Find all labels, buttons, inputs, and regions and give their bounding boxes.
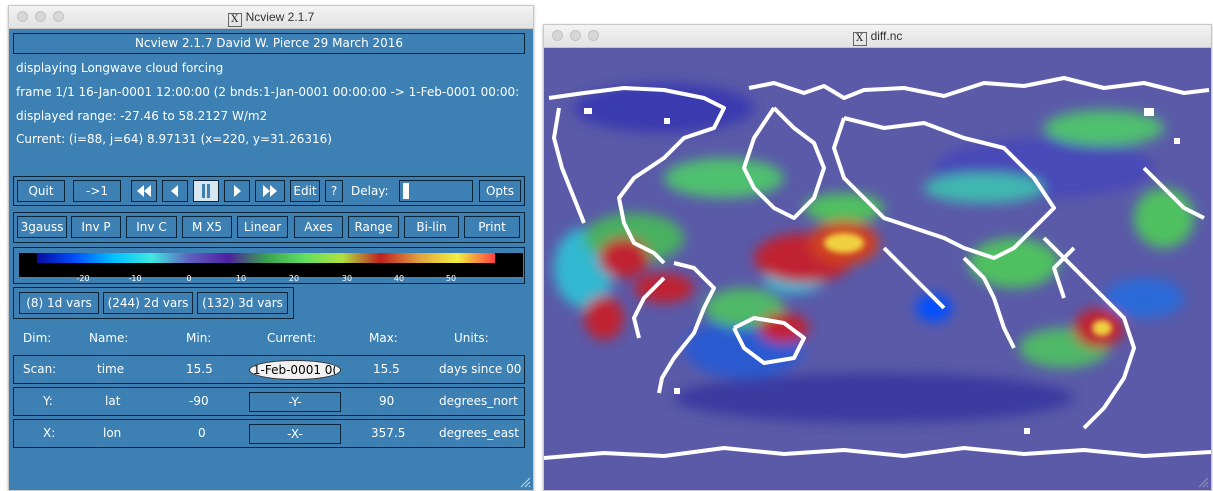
frame-info: frame 1/1 16-Jan-0001 12:00:00 (2 bnds:1… (16, 85, 520, 99)
resize-grip-icon[interactable] (520, 477, 531, 488)
option-range-button[interactable]: Range (348, 216, 399, 238)
close-window-button[interactable] (17, 11, 28, 22)
control-panel: Ncview 2.1.7 David W. Pierce 29 March 20… (9, 29, 533, 490)
close-window-button[interactable] (552, 30, 563, 41)
colorbar-tick: 30 (341, 274, 353, 283)
control-titlebar[interactable]: X Ncview 2.1.7 (9, 6, 533, 29)
header-current: Current: (267, 331, 317, 345)
rewind-button[interactable] (131, 180, 157, 202)
colorbar[interactable] (19, 253, 523, 277)
vars-1d-button[interactable]: (8) 1d vars (19, 292, 99, 314)
colorbar-tick: 0 (186, 274, 192, 283)
field-map[interactable] (544, 48, 1211, 489)
zoom-window-button[interactable] (588, 30, 599, 41)
window-title: diff.nc (870, 29, 903, 43)
restart-button[interactable]: ->1 (73, 180, 121, 202)
option-3gauss-button[interactable]: 3gauss (17, 216, 67, 238)
dim-max: 15.5 (373, 362, 400, 376)
dim-row-y (13, 387, 525, 416)
window-title: Ncview 2.1.7 (245, 10, 315, 24)
option-axes-button[interactable]: Axes (294, 216, 343, 238)
option-linear-button[interactable]: Linear (237, 216, 288, 238)
fast-forward-button[interactable] (255, 180, 285, 202)
colorbar-gradient (37, 253, 495, 263)
step-forward-button[interactable] (224, 180, 250, 202)
opts-button[interactable]: Opts (479, 180, 521, 202)
fast-forward-icon (263, 185, 277, 197)
dim-name: lat (105, 394, 121, 408)
colorbar-tick: 10 (235, 274, 247, 283)
colorbar-tick: 20 (288, 274, 300, 283)
option-inv-p-button[interactable]: Inv P (71, 216, 121, 238)
option-inv-c-button[interactable]: Inv C (126, 216, 177, 238)
dim-units: degrees_nort (439, 394, 518, 408)
colorbar-box (13, 247, 525, 284)
header-dim: Dim: (23, 331, 52, 345)
step-back-icon (171, 185, 178, 197)
map-canvas[interactable] (544, 48, 1211, 490)
x11-icon: X (852, 32, 867, 46)
dim-current-y[interactable]: -Y- (249, 392, 341, 412)
resize-grip-icon[interactable] (1198, 477, 1209, 488)
step-back-button[interactable] (162, 180, 188, 202)
banner-box: Ncview 2.1.7 David W. Pierce 29 March 20… (13, 33, 525, 54)
vars-2d-button[interactable]: (244) 2d vars (103, 292, 193, 314)
delay-slider[interactable] (399, 180, 473, 202)
minimize-window-button[interactable] (35, 11, 46, 22)
current-value-info: Current: (i=88, j=64) 8.97131 (x=220, y=… (16, 132, 332, 146)
help-button[interactable]: ? (325, 180, 343, 202)
dim-max: 357.5 (371, 426, 406, 440)
dim-row-scan (13, 355, 525, 384)
minimize-window-button[interactable] (570, 30, 581, 41)
ncview-control-window: X Ncview 2.1.7 Ncview 2.1.7 David W. Pier… (8, 5, 534, 491)
dim-min: 0 (198, 426, 206, 440)
delay-slider-thumb[interactable] (403, 183, 409, 199)
pause-button[interactable] (193, 180, 219, 202)
header-name: Name: (89, 331, 129, 345)
dim-label: Y: (43, 394, 53, 408)
option-mx5-button[interactable]: M X5 (182, 216, 232, 238)
delay-label: Delay: (351, 184, 389, 198)
dim-row-x (13, 419, 525, 448)
header-min: Min: (186, 331, 212, 345)
options-toolbar (13, 212, 525, 243)
dim-units: degrees_east (439, 426, 519, 440)
dim-name: lon (103, 426, 122, 440)
dim-current-x[interactable]: -X- (249, 424, 341, 444)
header-units: Units: (454, 331, 489, 345)
dim-min: -90 (189, 394, 209, 408)
colorbar-tick: 50 (445, 274, 457, 283)
colorbar-tick: -20 (76, 274, 90, 283)
pause-icon (202, 184, 210, 198)
vars-3d-button[interactable]: (132) 3d vars (197, 292, 288, 314)
dim-current-scan[interactable]: 1-Feb-0001 0( (249, 360, 341, 380)
quit-button[interactable]: Quit (17, 180, 65, 202)
playback-toolbar (13, 176, 525, 206)
rewind-icon (137, 185, 151, 197)
header-max: Max: (369, 331, 398, 345)
option-bilin-button[interactable]: Bi-lin (404, 216, 459, 238)
option-print-button[interactable]: Print (464, 216, 520, 238)
dim-name: time (97, 362, 125, 376)
edit-button[interactable]: Edit (290, 180, 320, 202)
colorbar-tick: -10 (128, 274, 142, 283)
range-info: displayed range: -27.46 to 58.2127 W/m2 (16, 109, 268, 123)
dim-label: Scan: (23, 362, 57, 376)
zoom-window-button[interactable] (53, 11, 64, 22)
banner-text: Ncview 2.1.7 David W. Pierce 29 March 20… (134, 36, 404, 50)
dim-label: X: (43, 426, 56, 440)
displaying-label: displaying Longwave cloud forcing (16, 61, 224, 75)
x11-icon: X (227, 13, 242, 27)
dim-units: days since 00 (439, 362, 522, 376)
dim-max: 90 (379, 394, 395, 408)
variable-groups-box (13, 287, 294, 319)
step-forward-icon (234, 185, 241, 197)
colorbar-tick: 40 (393, 274, 405, 283)
dim-min: 15.5 (186, 362, 213, 376)
